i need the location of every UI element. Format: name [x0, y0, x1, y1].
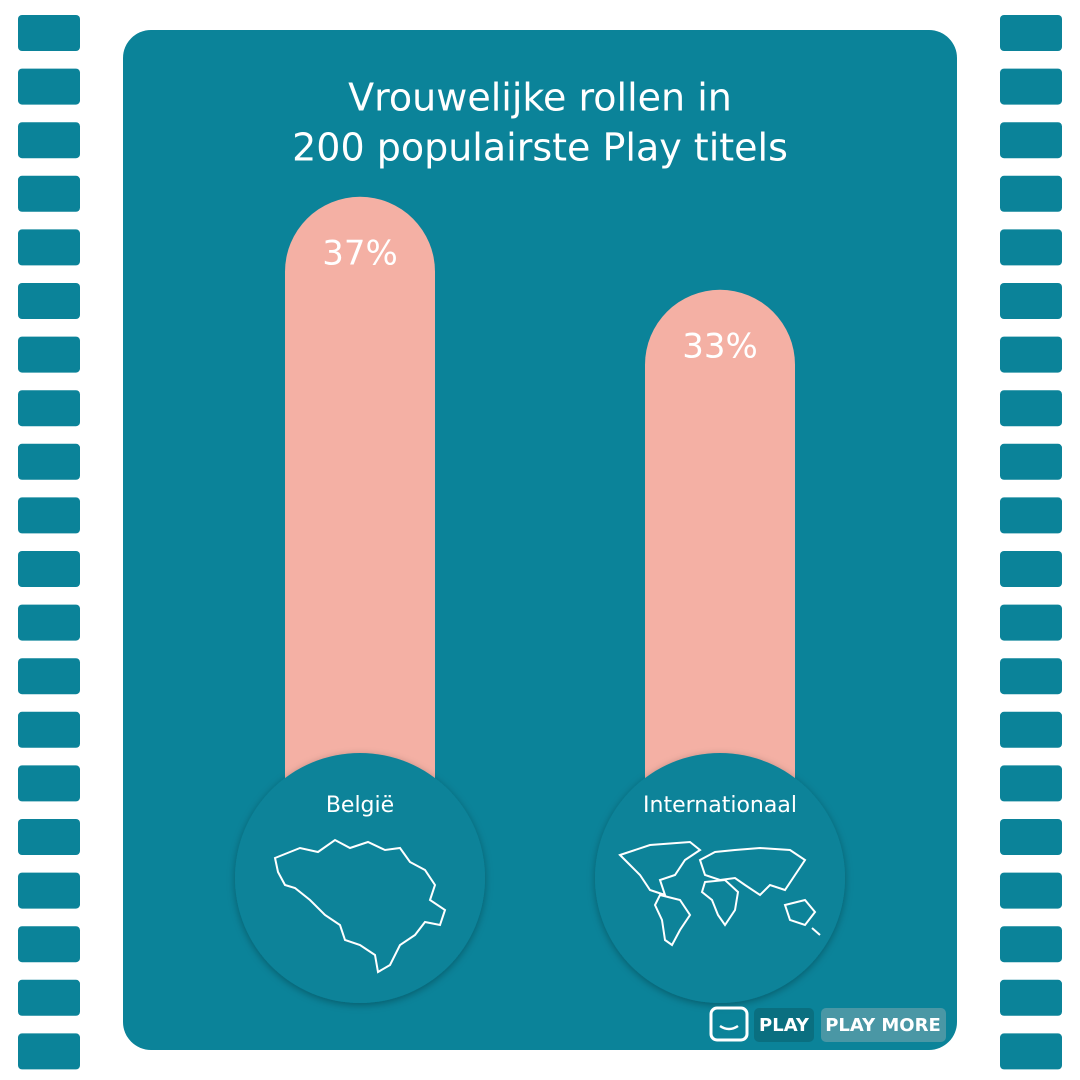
film-hole	[18, 229, 80, 266]
value-label: 33%	[682, 326, 758, 366]
film-hole	[18, 15, 80, 51]
film-hole	[18, 658, 80, 695]
film-hole	[18, 390, 80, 427]
film-hole	[18, 122, 80, 159]
film-hole	[1000, 604, 1062, 641]
chart-title: 200 populairste Play titels	[292, 126, 788, 170]
film-hole	[1000, 497, 1062, 534]
film-hole	[1000, 68, 1062, 105]
film-hole	[18, 819, 80, 855]
logo-icon	[709, 1006, 749, 1042]
film-hole	[18, 497, 80, 534]
film-hole	[18, 979, 80, 1016]
bar	[645, 289, 795, 878]
film-hole	[18, 872, 80, 909]
film-hole	[18, 551, 80, 587]
film-hole	[18, 604, 80, 641]
film-hole	[1000, 336, 1062, 373]
film-hole	[1000, 711, 1062, 748]
category-label: België	[326, 793, 394, 818]
film-hole	[1000, 872, 1062, 909]
category-circle	[595, 753, 845, 1003]
value-label: 37%	[322, 233, 398, 273]
logo-play: PLAY	[759, 1015, 810, 1036]
film-hole	[1000, 15, 1062, 51]
film-hole	[1000, 1033, 1062, 1070]
logo-smile	[719, 1024, 739, 1031]
film-hole	[18, 336, 80, 373]
film-hole	[18, 711, 80, 748]
film-hole	[18, 443, 80, 480]
bars: 37% België 33% Internationaal	[235, 196, 845, 1003]
category-label: Internationaal	[643, 793, 797, 818]
film-hole	[18, 765, 80, 802]
film-hole	[1000, 926, 1062, 963]
logo: PLAY PLAY MORE	[709, 1006, 946, 1042]
chart-title: Vrouwelijke rollen in	[348, 76, 732, 120]
logo-play-box	[754, 1008, 814, 1042]
world-map	[618, 840, 821, 947]
film-hole	[1000, 229, 1062, 266]
film-hole	[1000, 175, 1062, 212]
film-hole	[18, 1033, 80, 1070]
logo-play-more: PLAY MORE	[825, 1015, 941, 1036]
film-hole	[1000, 122, 1062, 159]
film-strip	[18, 15, 1062, 1070]
film-hole	[18, 926, 80, 963]
film-hole	[1000, 283, 1062, 319]
belgium-map	[273, 838, 447, 974]
film-hole	[1000, 443, 1062, 480]
film-hole	[1000, 551, 1062, 587]
film-hole	[1000, 390, 1062, 427]
film-hole	[18, 68, 80, 105]
film-hole	[1000, 658, 1062, 695]
bar	[285, 196, 435, 879]
film-hole	[1000, 979, 1062, 1016]
film-hole	[18, 175, 80, 212]
film-hole	[1000, 819, 1062, 855]
film-hole	[18, 283, 80, 319]
category-circle	[235, 753, 485, 1003]
film-hole	[1000, 765, 1062, 802]
logo-play-more-box	[821, 1008, 946, 1042]
